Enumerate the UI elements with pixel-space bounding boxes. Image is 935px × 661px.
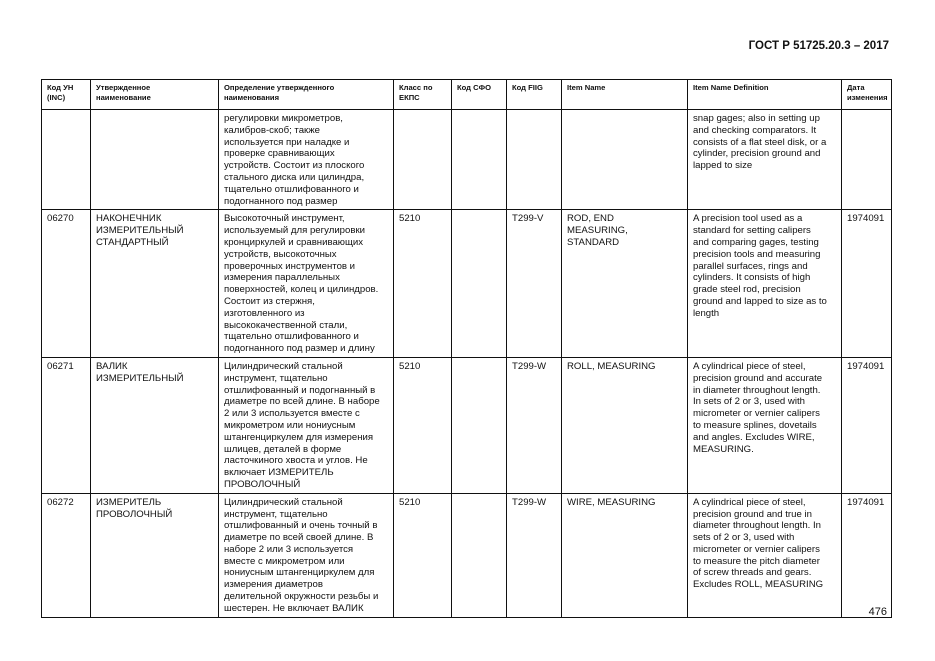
cell-approved-name: ВАЛИК ИЗМЕРИТЕЛЬНЫЙ	[90, 356, 219, 494]
cell-sfo-code	[451, 209, 507, 358]
cell-approved-name: НАКОНЕЧНИК ИЗМЕРИТЕЛЬНЫЙ СТАНДАРТНЫЙ	[90, 209, 219, 358]
column-header-name-definition-ru: Определение утвержденного наименования	[218, 79, 394, 110]
column-header-change-date: Дата изменения	[841, 79, 892, 110]
cell-ekps-class: 5210	[393, 209, 452, 358]
cell-name-definition-ru: регулировки микрометров, калибров-скоб; …	[218, 108, 394, 211]
cell-fiig-code: T299-W	[506, 492, 562, 618]
column-header-approved-name: Утвержденное наименование	[90, 79, 219, 110]
column-header-inc-code: Код УН (INC)	[41, 79, 91, 110]
table-row: 06271 ВАЛИК ИЗМЕРИТЕЛЬНЫЙ Цилиндрический с…	[41, 356, 892, 494]
cell-item-name-definition: A precision tool used as a standard for …	[687, 209, 842, 358]
cell-ekps-class: 5210	[393, 356, 452, 494]
cell-fiig-code	[506, 108, 562, 211]
cell-inc-code: 06271	[41, 356, 91, 494]
page-number: 476	[868, 606, 887, 618]
table-row: 06272 ИЗМЕРИТЕЛЬ ПРОВОЛОЧНЫЙ Цилиндрически…	[41, 492, 892, 618]
column-header-ekps-class: Класс по ЕКПС	[393, 79, 452, 110]
cell-name-definition-ru: Цилиндрический стальной инструмент, тщат…	[218, 356, 394, 494]
standard-number: ГОСТ Р 51725.20.3 – 2017	[748, 40, 889, 52]
cell-fiig-code: T299-W	[506, 356, 562, 494]
cell-item-name: ROD, END MEASURING, STANDARD	[561, 209, 688, 358]
cell-name-definition-ru: Цилиндрический стальной инструмент, тщат…	[218, 492, 394, 618]
cell-sfo-code	[451, 356, 507, 494]
cell-inc-code: 06270	[41, 209, 91, 358]
table-row: 06270 НАКОНЕЧНИК ИЗМЕРИТЕЛЬНЫЙ СТАНДАРТНЫ…	[41, 209, 892, 358]
cell-inc-code	[41, 108, 91, 211]
cell-change-date: 1974091	[841, 356, 892, 494]
cell-item-name-definition: snap gages; also in setting up and check…	[687, 108, 842, 211]
cell-item-name-definition: A cylindrical piece of steel, precision …	[687, 492, 842, 618]
cell-item-name: WIRE, MEASURING	[561, 492, 688, 618]
catalog-table: Код УН (INC) Утвержденное наименование Опр…	[41, 79, 892, 618]
column-header-fiig-code: Код FIIG	[506, 79, 562, 110]
cell-change-date: 1974091	[841, 492, 892, 618]
cell-item-name-definition: A cylindrical piece of steel, precision …	[687, 356, 842, 494]
cell-inc-code: 06272	[41, 492, 91, 618]
table-header-row: Код УН (INC) Утвержденное наименование Опр…	[41, 79, 892, 110]
column-header-item-name: Item Name	[561, 79, 688, 110]
cell-item-name: ROLL, MEASURING	[561, 356, 688, 494]
cell-approved-name: ИЗМЕРИТЕЛЬ ПРОВОЛОЧНЫЙ	[90, 492, 219, 618]
table-row: регулировки микрометров, калибров-скоб; …	[41, 108, 892, 211]
cell-ekps-class: 5210	[393, 492, 452, 618]
cell-item-name	[561, 108, 688, 211]
cell-name-definition-ru: Высокоточный инструмент, используемый дл…	[218, 209, 394, 358]
cell-approved-name	[90, 108, 219, 211]
cell-sfo-code	[451, 108, 507, 211]
cell-ekps-class	[393, 108, 452, 211]
cell-sfo-code	[451, 492, 507, 618]
column-header-item-name-definition: Item Name Definition	[687, 79, 842, 110]
column-header-sfo-code: Код СФО	[451, 79, 507, 110]
cell-change-date	[841, 108, 892, 211]
cell-change-date: 1974091	[841, 209, 892, 358]
cell-fiig-code: T299-V	[506, 209, 562, 358]
